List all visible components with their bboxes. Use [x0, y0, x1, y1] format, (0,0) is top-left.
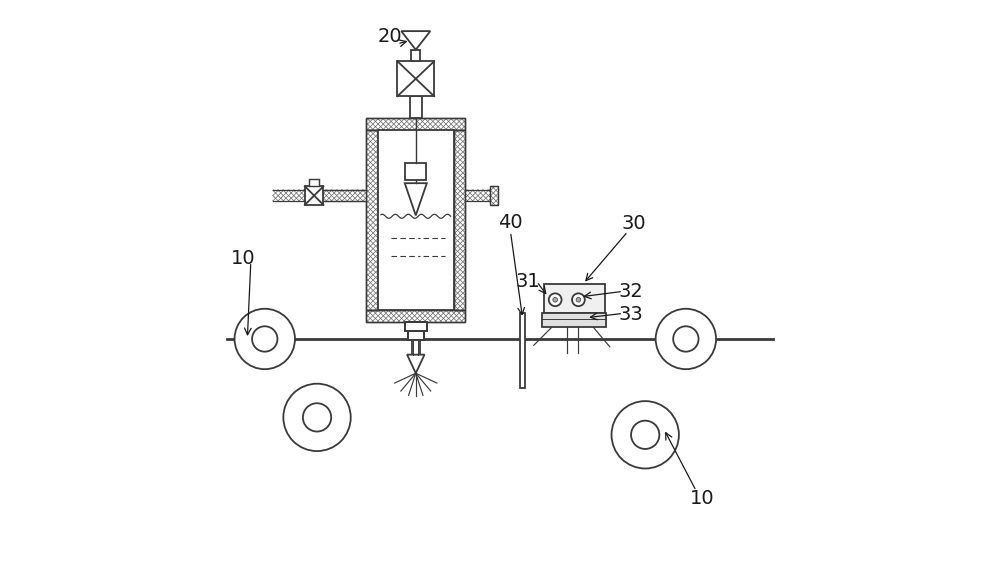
Bar — [405, 322, 427, 331]
Bar — [408, 331, 424, 340]
Bar — [454, 130, 465, 310]
Bar — [405, 322, 427, 331]
Bar — [323, 190, 367, 201]
Text: 20: 20 — [377, 27, 402, 46]
Bar — [542, 313, 606, 327]
Bar — [408, 331, 424, 340]
Bar — [411, 50, 420, 61]
Circle shape — [631, 421, 659, 449]
Polygon shape — [407, 355, 424, 373]
Bar — [305, 186, 323, 205]
Circle shape — [572, 293, 585, 306]
Polygon shape — [405, 183, 427, 215]
Text: 31: 31 — [516, 272, 540, 291]
Circle shape — [553, 297, 558, 302]
Bar — [366, 310, 465, 322]
Circle shape — [576, 297, 581, 302]
Text: 40: 40 — [498, 214, 523, 232]
Bar — [366, 118, 465, 130]
Circle shape — [673, 326, 699, 352]
Text: 30: 30 — [621, 215, 646, 233]
Circle shape — [656, 309, 716, 369]
Circle shape — [303, 403, 331, 432]
Circle shape — [283, 384, 351, 451]
Circle shape — [612, 401, 679, 469]
Bar — [366, 310, 465, 322]
Circle shape — [549, 293, 562, 306]
Bar — [397, 61, 434, 96]
Bar — [378, 130, 454, 310]
Text: 32: 32 — [619, 282, 644, 301]
Circle shape — [252, 326, 277, 352]
Bar — [366, 118, 465, 130]
Bar — [410, 96, 422, 118]
Polygon shape — [401, 31, 430, 50]
Text: 10: 10 — [231, 249, 256, 269]
Text: 33: 33 — [619, 305, 644, 324]
Bar — [490, 186, 498, 205]
Bar — [309, 179, 319, 186]
Bar — [366, 130, 378, 310]
Bar — [405, 322, 427, 331]
Bar — [273, 190, 305, 201]
Bar — [408, 331, 424, 340]
Bar — [405, 163, 426, 180]
Text: 10: 10 — [690, 489, 714, 508]
Bar — [544, 284, 605, 313]
Bar — [465, 190, 490, 201]
Bar — [490, 186, 498, 205]
Bar — [323, 190, 367, 201]
Bar — [273, 190, 305, 201]
Bar — [366, 130, 378, 310]
Bar — [520, 313, 525, 388]
Bar — [454, 130, 465, 310]
Bar — [378, 130, 454, 310]
Circle shape — [235, 309, 295, 369]
Bar — [465, 190, 490, 201]
Bar — [412, 340, 420, 355]
